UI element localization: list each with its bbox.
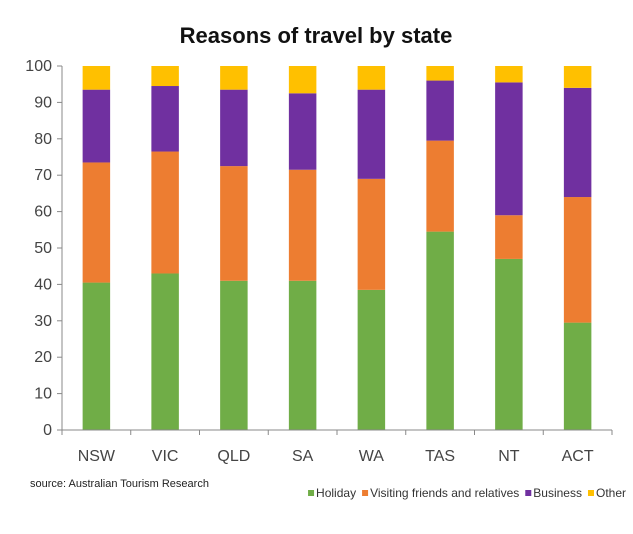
x-category-label: QLD <box>217 448 250 465</box>
bar-segment-vic-holiday <box>151 273 179 430</box>
bar-segment-wa-other <box>357 66 386 90</box>
bar-segment-nt-other <box>495 66 523 83</box>
legend-swatch <box>525 490 532 496</box>
legend-item-visiting-friends-and-relatives: Visiting friends and relatives <box>362 486 519 500</box>
x-category-label: NSW <box>78 448 116 465</box>
bar-segment-vic-business <box>151 86 179 152</box>
bar-segment-qld-visiting-friends-and-relatives <box>220 166 248 281</box>
bar-segment-sa-other <box>288 66 317 94</box>
bar-segment-wa-business <box>357 89 386 179</box>
bar-segment-sa-visiting-friends-and-relatives <box>288 169 317 281</box>
y-tick-label: 10 <box>34 386 52 403</box>
bar-segment-nt-business <box>495 82 523 216</box>
bar-segment-qld-other <box>220 66 248 90</box>
bar-segment-nsw-other <box>82 66 111 90</box>
bar-segment-nt-visiting-friends-and-relatives <box>495 215 523 259</box>
y-tick-label: 70 <box>34 167 52 184</box>
y-tick-label: 80 <box>34 131 52 148</box>
y-tick-label: 90 <box>34 94 52 111</box>
bar-segment-qld-business <box>220 89 248 167</box>
bar-segment-wa-visiting-friends-and-relatives <box>357 178 386 290</box>
bar-segment-nsw-business <box>82 89 111 163</box>
y-tick-label: 40 <box>34 276 52 293</box>
y-tick-label: 60 <box>34 204 52 221</box>
y-tick-label: 100 <box>25 58 52 75</box>
bar-segment-nsw-visiting-friends-and-relatives <box>82 162 111 283</box>
y-axis: 0 10 20 30 40 50 60 70 80 90 100 <box>25 58 63 439</box>
x-category-label: TAS <box>425 448 455 465</box>
x-category-label: VIC <box>152 448 179 465</box>
bar-segment-tas-business <box>426 80 454 141</box>
bar-segment-act-other <box>563 66 592 88</box>
bar-segment-tas-visiting-friends-and-relatives <box>426 140 454 232</box>
legend-label: Other <box>596 486 626 500</box>
legend-swatch <box>587 490 594 496</box>
y-tick-label: 20 <box>34 349 52 366</box>
chart-legend: Holiday Visiting friends and relatives Bus… <box>308 486 626 500</box>
chart-title: Reasons of travel by state <box>180 23 453 48</box>
bar-segment-sa-business <box>288 93 317 170</box>
y-tick-label: 30 <box>34 313 52 330</box>
y-tick-label: 0 <box>43 422 52 439</box>
bar-segment-sa-holiday <box>288 280 317 430</box>
x-axis: NSW VIC QLD SA WA TAS NT ACT <box>61 429 613 465</box>
x-category-label: WA <box>359 448 385 465</box>
legend-item-holiday: Holiday <box>308 486 356 500</box>
y-tick-label: 50 <box>34 240 52 257</box>
bar-segment-tas-holiday <box>426 231 454 430</box>
bar-segment-act-holiday <box>563 322 592 430</box>
legend-swatch <box>362 490 369 496</box>
stacked-bars <box>82 66 592 430</box>
bar-segment-vic-other <box>151 66 179 87</box>
bar-segment-qld-holiday <box>220 280 248 430</box>
bar-segment-wa-holiday <box>357 289 386 430</box>
x-category-label: SA <box>292 448 314 465</box>
legend-label: Holiday <box>316 486 356 500</box>
legend-swatch <box>308 490 315 496</box>
x-category-label: NT <box>498 448 520 465</box>
source-note: source: Australian Tourism Research <box>30 478 209 490</box>
bar-segment-nt-holiday <box>495 258 523 430</box>
legend-item-business: Business <box>525 486 582 500</box>
legend-item-other: Other <box>587 486 626 500</box>
bar-segment-act-visiting-friends-and-relatives <box>563 197 592 323</box>
bar-segment-nsw-holiday <box>82 282 111 430</box>
bar-segment-tas-other <box>426 66 454 81</box>
bar-segment-act-business <box>563 87 592 198</box>
legend-label: Business <box>533 486 582 500</box>
x-category-label: ACT <box>562 448 594 465</box>
bar-segment-vic-visiting-friends-and-relatives <box>151 151 179 274</box>
legend-label: Visiting friends and relatives <box>370 486 519 500</box>
